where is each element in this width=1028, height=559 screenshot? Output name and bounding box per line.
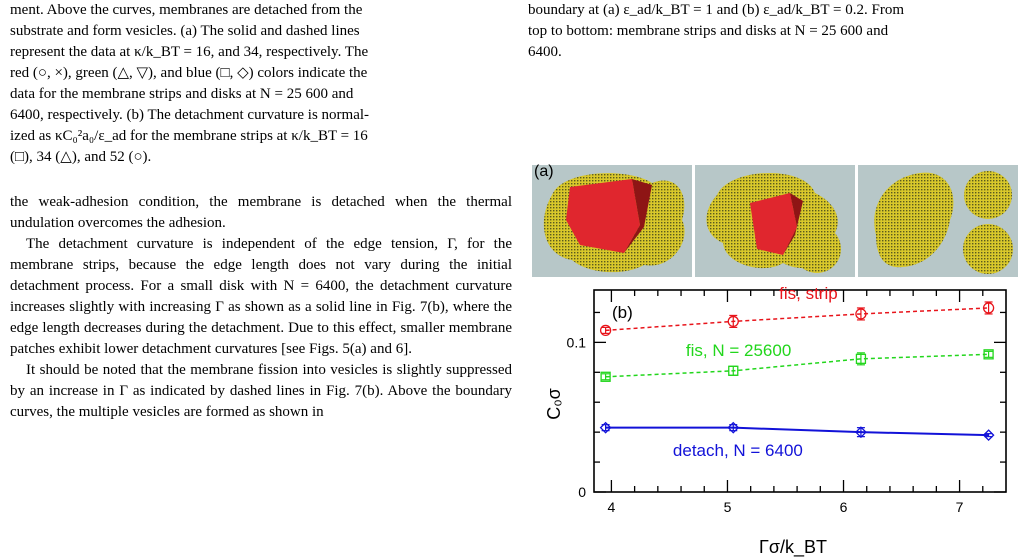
y-tick-label: 0.1 — [567, 334, 587, 350]
data-point — [855, 426, 867, 439]
caption-line: 6400. — [528, 44, 562, 60]
body-paragraph: It should be noted that the membrane fis… — [10, 362, 512, 420]
data-point — [727, 315, 739, 328]
series-line — [605, 353, 989, 378]
caption-line: represent the data at κ/k_BT = 16, and 3… — [10, 44, 369, 60]
series-label: fis, strip — [779, 284, 838, 303]
caption-line: data for the membrane strips and disks a… — [10, 86, 354, 102]
series-line — [605, 426, 989, 437]
x-tick-label: 7 — [956, 499, 964, 515]
data-point — [599, 324, 612, 337]
caption-line: (□), 34 (△), and 52 (○). — [10, 149, 152, 165]
data-point — [727, 421, 740, 434]
caption-line: ized as κC₀²a₀/ε_ad for the membrane str… — [10, 128, 368, 144]
x-tick-label: 5 — [724, 499, 732, 515]
chart-series: fis, strip fis, N = 25600 detach, N = 6400 — [599, 284, 995, 460]
x-tick-label: 4 — [608, 499, 616, 515]
figure-caption-left: ment. Above the curves, membranes are de… — [10, 0, 512, 168]
caption-line: ment. Above the curves, membranes are de… — [10, 2, 363, 18]
data-point — [982, 429, 995, 442]
series-label: fis, N = 25600 — [686, 341, 791, 360]
series-line — [605, 307, 989, 332]
data-point — [599, 421, 612, 434]
left-column: ment. Above the curves, membranes are de… — [10, 0, 512, 423]
data-point — [855, 353, 867, 364]
right-column: boundary at (a) ε_ad/k_BT = 1 and (b) ε_… — [528, 0, 1018, 63]
panel-b-label: (b) — [612, 303, 633, 322]
chart-axes: 4 5 6 7 0 0.1 — [567, 289, 1007, 515]
data-point — [855, 308, 867, 320]
data-point — [982, 302, 995, 314]
panel-a-label: (a) — [534, 163, 554, 180]
series-label: detach, N = 6400 — [673, 441, 803, 460]
y-axis-label: C₀σ — [544, 388, 564, 420]
y-tick-label: 0 — [578, 484, 586, 500]
snapshot-image — [695, 165, 855, 277]
data-point — [600, 371, 611, 382]
plot-frame — [593, 289, 1007, 493]
data-point — [728, 365, 739, 376]
snapshot-image — [532, 165, 692, 277]
snapshot-image — [858, 165, 1018, 277]
figure-panel-a — [532, 165, 1018, 277]
body-paragraph: The detachment curvature is independent … — [10, 236, 512, 357]
caption-line: substrate and form vesicles. (a) The sol… — [10, 23, 360, 39]
caption-line: top to bottom: membrane strips and disks… — [528, 23, 889, 39]
caption-line: red (○, ×), green (△, ▽), and blue (□, ◇… — [10, 65, 368, 81]
figure-panel-b-chart: 4 5 6 7 0 0.1 fis, strip fis, N = 25600 detach,… — [544, 284, 1007, 558]
x-axis-label: Γσ/k_BT — [759, 537, 827, 558]
x-tick-label: 6 — [840, 499, 848, 515]
data-point — [983, 349, 994, 360]
body-paragraph: the weak-adhesion condition, the membran… — [10, 194, 512, 231]
caption-line: boundary at (a) ε_ad/k_BT = 1 and (b) ε_… — [528, 2, 904, 18]
caption-line: 6400, respectively. (b) The detachment c… — [10, 107, 370, 123]
